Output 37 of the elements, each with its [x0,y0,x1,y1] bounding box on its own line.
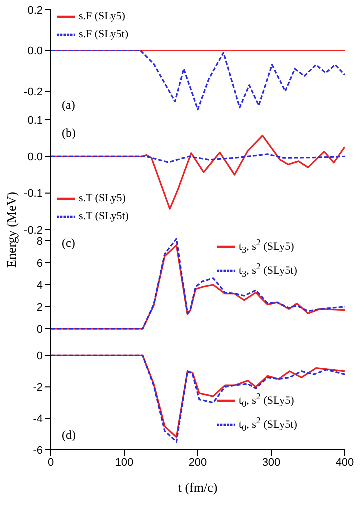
annotation: (b) [62,126,76,141]
x-tick-label: 200 [188,456,208,469]
x-tick-label: 100 [115,456,134,469]
y-tick-label: -0.2 [24,224,43,237]
y-tick-label: 0.2 [28,4,43,17]
y-tick-label: -0.2 [24,86,43,98]
y-tick-label: -2 [33,382,43,394]
y-axis-title: Energy (MeV) [4,192,20,268]
y-tick-label: 0 [36,350,43,363]
legend-label: t$_{0}$, s$^{2}$ (SLy5) [239,391,294,409]
y-tick-label: 4 [36,280,43,292]
y-tick-label: 2 [36,302,43,314]
y-tick-label: 0.0 [28,152,43,164]
y-tick-label: 0 [36,324,43,336]
y-tick-label: 0.0 [28,46,43,58]
y-tick-label: -0.1 [24,188,43,200]
y-tick-label: -6 [33,444,43,457]
legend-label: s.F (SLy5t) [79,28,129,41]
x-axis-title: t (fm/c) [178,480,218,495]
legend-label: t$_{3}$, s$^{2}$ (SLy5) [239,237,294,255]
legend-label: s.T (SLy5) [79,192,126,205]
x-tick-label: 300 [262,456,281,469]
y-tick-label: 0.1 [28,114,43,127]
y-tick-label: -4 [33,413,43,426]
line-series [51,50,345,111]
annotation: (d) [62,428,76,443]
legend-label: s.T (SLy5t) [79,210,129,223]
x-tick-label: 400 [336,456,354,469]
legend-label: s.F (SLy5) [79,10,126,23]
annotation: (a) [62,98,76,113]
line-series [51,154,345,164]
y-tick-label: 6 [36,258,43,270]
legend-label: t$_{0}$, s$^{2}$ (SLy5t) [239,414,298,433]
legend-label: t$_{3}$, s$^{2}$ (SLy5t) [239,260,298,279]
annotation: (c) [62,236,76,251]
y-tick-label: 8 [36,236,43,248]
x-tick-label: 0 [48,456,54,469]
